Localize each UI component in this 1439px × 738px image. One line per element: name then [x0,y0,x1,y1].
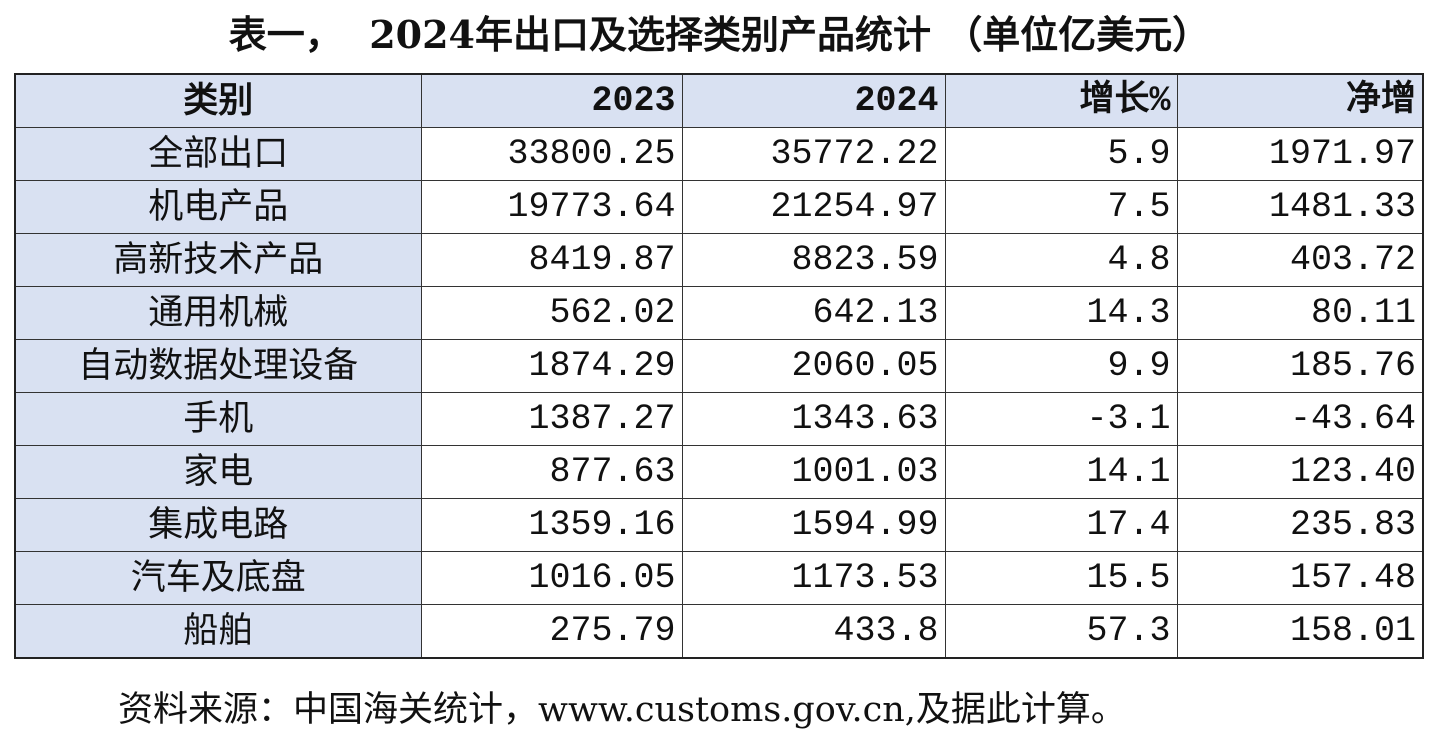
value-cell: 1016.05 [420,551,683,605]
data-table: 类别 2023 2024 增长% 净增 全部出口 33800.25 35772.22 5.9 19… [14,73,1424,659]
table-row: 手机 1387.27 1343.63 -3.1 -43.64 [14,392,1424,446]
header-row: 类别 2023 2024 增长% 净增 [14,73,1424,128]
value-cell: 235.83 [1176,498,1424,552]
value-cell: 21254.97 [681,180,946,234]
value-cell: 33800.25 [420,127,683,181]
value-cell: 8823.59 [681,233,946,287]
value-cell: 157.48 [1176,551,1424,605]
category-cell: 船舶 [14,604,422,659]
value-cell: 1481.33 [1176,180,1424,234]
title: 表一， 2024年出口及选择类别产品统计 （单位亿美元） [228,12,1211,57]
value-cell: 642.13 [681,286,946,340]
table-row: 通用机械 562.02 642.13 14.3 80.11 [14,286,1424,340]
value-cell: 19773.64 [420,180,683,234]
category-cell: 汽车及底盘 [14,551,422,605]
category-cell: 家电 [14,445,422,499]
table-row: 集成电路 1359.16 1594.99 17.4 235.83 [14,498,1424,552]
table-row: 高新技术产品 8419.87 8823.59 4.8 403.72 [14,233,1424,287]
value-cell: -43.64 [1176,392,1424,446]
category-cell: 通用机械 [14,286,422,340]
value-cell: 1173.53 [681,551,946,605]
value-cell: 1359.16 [420,498,683,552]
category-cell: 自动数据处理设备 [14,339,422,393]
category-cell: 全部出口 [14,127,422,181]
value-cell: 80.11 [1176,286,1424,340]
value-cell: 158.01 [1176,604,1424,659]
value-cell: 57.3 [944,604,1178,659]
value-cell: 562.02 [420,286,683,340]
value-cell: 1594.99 [681,498,946,552]
value-cell: 1001.03 [681,445,946,499]
value-cell: 433.8 [681,604,946,659]
value-cell: 9.9 [944,339,1178,393]
table-row: 机电产品 19773.64 21254.97 7.5 1481.33 [14,180,1424,234]
value-cell: 2060.05 [681,339,946,393]
category-cell: 集成电路 [14,498,422,552]
value-cell: 17.4 [944,498,1178,552]
value-cell: 123.40 [1176,445,1424,499]
table-row: 自动数据处理设备 1874.29 2060.05 9.9 185.76 [14,339,1424,393]
category-cell: 机电产品 [14,180,422,234]
value-cell: 185.76 [1176,339,1424,393]
table-row: 全部出口 33800.25 35772.22 5.9 1971.97 [14,127,1424,181]
value-cell: 8419.87 [420,233,683,287]
category-cell: 手机 [14,392,422,446]
value-cell: 1343.63 [681,392,946,446]
value-cell: -3.1 [944,392,1178,446]
header-cell: 净增 [1176,73,1424,128]
value-cell: 14.3 [944,286,1178,340]
table-row: 汽车及底盘 1016.05 1173.53 15.5 157.48 [14,551,1424,605]
table-row: 家电 877.63 1001.03 14.1 123.40 [14,445,1424,499]
value-cell: 14.1 [944,445,1178,499]
value-cell: 877.63 [420,445,683,499]
value-cell: 1387.27 [420,392,683,446]
header-cell: 2023 [420,73,683,128]
table-row: 船舶 275.79 433.8 57.3 158.01 [14,604,1424,659]
header-cell: 2024 [681,73,946,128]
table-body: 类别 2023 2024 增长% 净增 全部出口 33800.25 35772.22 5.9 19… [14,73,1424,659]
value-cell: 1874.29 [420,339,683,393]
value-cell: 1971.97 [1176,127,1424,181]
value-cell: 403.72 [1176,233,1424,287]
header-cell: 增长% [944,73,1178,128]
header-cell: 类别 [14,73,422,128]
value-cell: 7.5 [944,180,1178,234]
source-note: 资料来源：中国海关统计，www.customs.gov.cn,及据此计算。 [118,690,1126,730]
value-cell: 4.8 [944,233,1178,287]
value-cell: 5.9 [944,127,1178,181]
value-cell: 275.79 [420,604,683,659]
value-cell: 35772.22 [681,127,946,181]
value-cell: 15.5 [944,551,1178,605]
category-cell: 高新技术产品 [14,233,422,287]
